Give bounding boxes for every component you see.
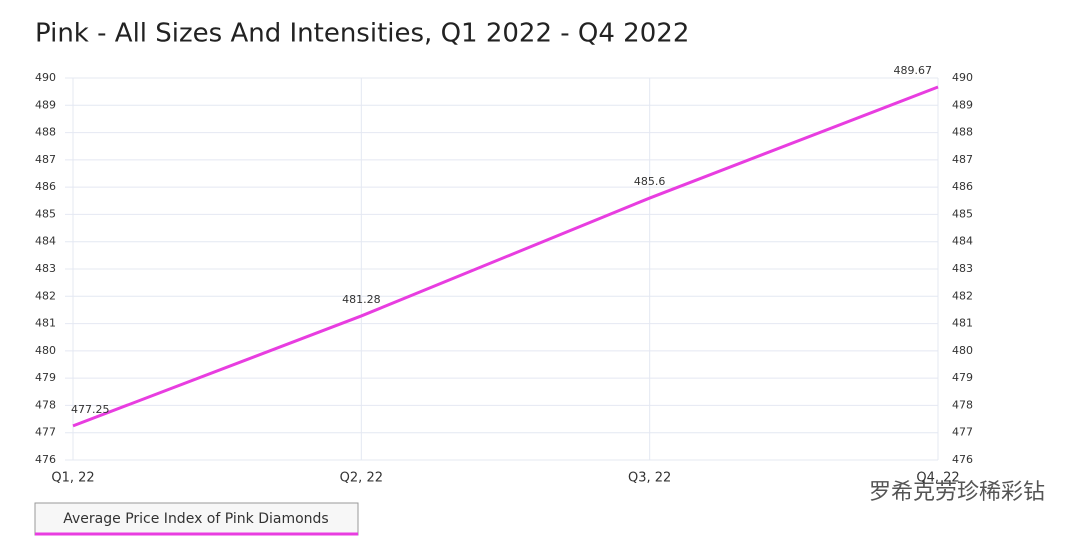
data-label: 481.28 (342, 293, 381, 306)
chart-title: Pink - All Sizes And Intensities, Q1 202… (35, 19, 689, 49)
y-tick-label: 490 (35, 71, 56, 84)
y-tick-label: 486 (35, 180, 56, 193)
legend-button[interactable] (34, 502, 359, 536)
y2-tick-label: 484 (952, 235, 973, 248)
y2-tick-label: 483 (952, 262, 973, 275)
y-tick-label: 477 (35, 426, 56, 439)
data-label: 485.6 (634, 175, 666, 188)
y2-tick-label: 487 (952, 153, 973, 166)
y2-tick-label: 481 (952, 317, 973, 330)
y-tick-label: 479 (35, 371, 56, 384)
y-tick-label: 478 (35, 398, 56, 411)
x-tick-label: Q4, 22 (916, 471, 959, 486)
x-tick-label: Q1, 22 (51, 471, 94, 486)
y-tick-label: 489 (35, 98, 56, 111)
x-tick-label: Q3, 22 (628, 471, 671, 486)
y2-tick-label: 477 (952, 426, 973, 439)
line (72, 85, 939, 428)
y-tick-label: 480 (35, 344, 56, 357)
y-tick-label: 476 (35, 453, 56, 466)
y-tick-label: 487 (35, 153, 56, 166)
y-tick-label: 483 (35, 262, 56, 275)
y2-tick-label: 485 (952, 207, 973, 220)
y2-tick-label: 488 (952, 126, 973, 139)
y-tick-label: 488 (35, 126, 56, 139)
data-label: 477.25 (71, 403, 110, 416)
y-tick-label: 482 (35, 289, 56, 302)
y-tick-label: 484 (35, 235, 56, 248)
x-tick-label: Q2, 22 (340, 471, 383, 486)
y2-tick-label: 478 (952, 398, 973, 411)
y2-tick-label: 489 (952, 98, 973, 111)
y2-tick-label: 480 (952, 344, 973, 357)
y2-tick-label: 476 (952, 453, 973, 466)
y2-tick-label: 486 (952, 180, 973, 193)
data-label: 489.67 (894, 64, 933, 77)
y-tick-label: 481 (35, 317, 56, 330)
y2-tick-label: 482 (952, 289, 973, 302)
y2-tick-label: 490 (952, 71, 973, 84)
legend-label[interactable]: Average Price Index of Pink Diamonds (63, 511, 328, 527)
y-tick-label: 485 (35, 207, 56, 220)
y2-tick-label: 479 (952, 371, 973, 384)
watermark: 罗希克劳珍稀彩钻 (869, 480, 1045, 505)
